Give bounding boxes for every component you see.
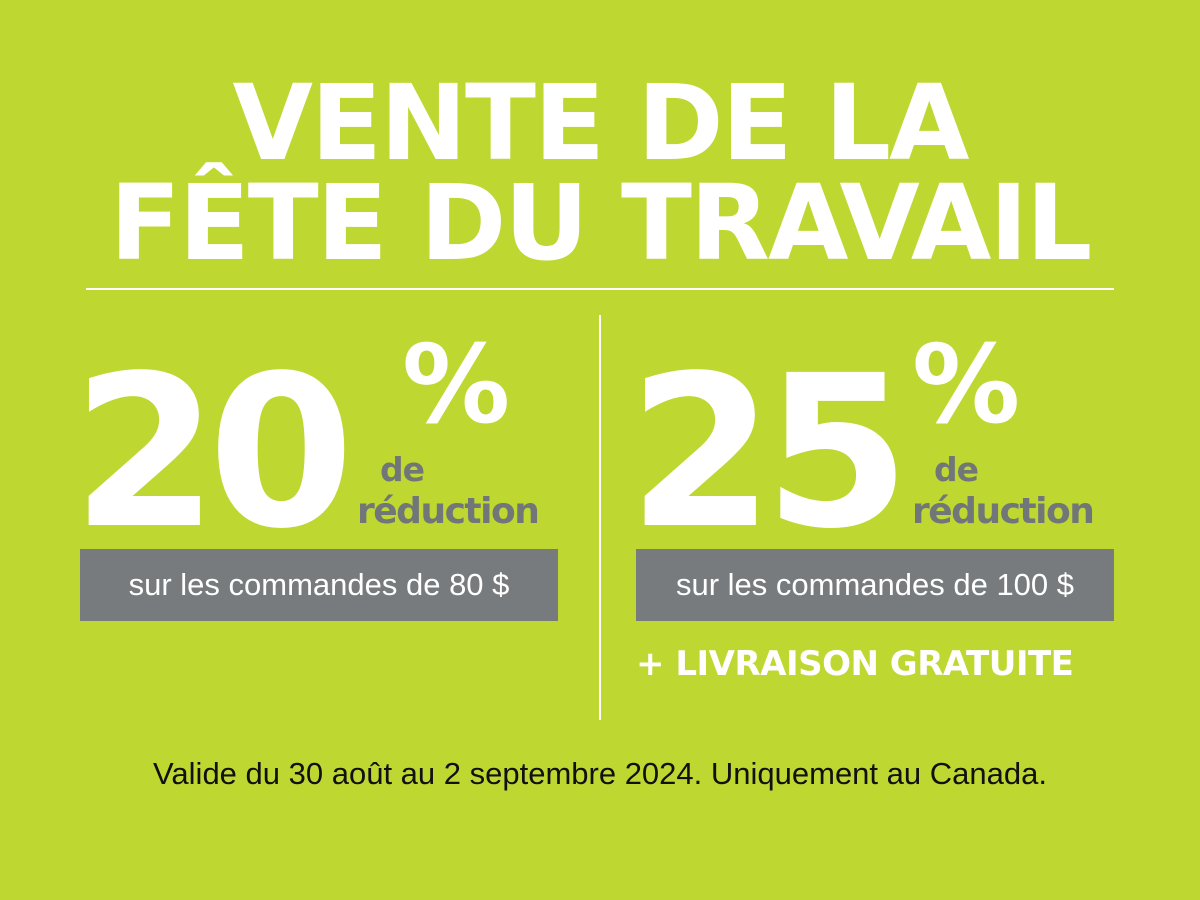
- offer-condition-box: sur les commandes de 80 $: [80, 549, 558, 621]
- offer-de-label: de: [934, 450, 979, 489]
- horizontal-divider: [86, 288, 1114, 290]
- offer-reduction-label: réduction: [912, 491, 1095, 532]
- offer-de-label: de: [380, 450, 425, 489]
- percent-symbol: %: [912, 323, 1021, 448]
- offer-percent-value: 20: [72, 330, 354, 575]
- headline-line-2: FÊTE DU TRAVAIL: [109, 162, 1093, 284]
- offer-condition-box: sur les commandes de 100 $: [636, 549, 1114, 621]
- offer-percent-value: 25: [628, 330, 910, 575]
- free-shipping-label: + LIVRAISON GRATUITE: [636, 644, 1074, 684]
- headline-line-1: VENTE DE LA: [232, 62, 969, 184]
- offer-reduction-label: réduction: [357, 491, 540, 532]
- vertical-divider: [599, 315, 601, 720]
- percent-symbol: %: [402, 323, 511, 448]
- validity-footer: Valide du 30 août au 2 septembre 2024. U…: [153, 756, 1047, 791]
